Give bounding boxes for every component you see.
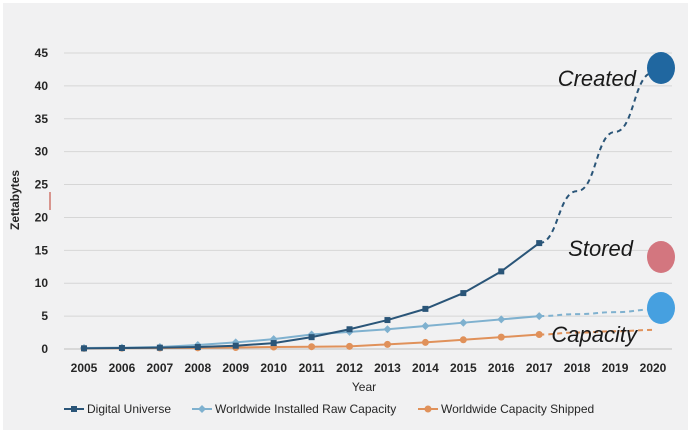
y-axis-label: Zettabytes — [8, 170, 22, 230]
data-point — [421, 321, 430, 330]
annotation-marker — [647, 241, 675, 273]
y-tick-label: 20 — [35, 210, 49, 224]
y-tick-label: 40 — [35, 79, 49, 93]
x-tick-label: 2015 — [450, 361, 477, 375]
x-tick-label: 2008 — [184, 361, 211, 375]
x-tick-label: 2018 — [564, 361, 591, 375]
annotation-marker — [647, 52, 675, 84]
x-tick-label: 2016 — [488, 361, 515, 375]
annotation-label: Created — [558, 66, 637, 91]
data-point — [536, 240, 543, 247]
data-point — [460, 290, 467, 297]
projection-line — [539, 308, 654, 318]
data-point — [383, 340, 391, 348]
data-point — [308, 343, 316, 351]
y-tick-label: 25 — [35, 178, 49, 192]
y-tick-label: 10 — [35, 276, 49, 290]
data-point — [498, 268, 505, 275]
data-point — [459, 318, 468, 327]
legend-label: Digital Universe — [87, 402, 171, 416]
data-point — [383, 325, 392, 334]
data-point — [497, 315, 506, 324]
data-point — [459, 336, 467, 344]
data-point — [422, 305, 429, 312]
data-point — [232, 342, 239, 349]
data-point — [535, 331, 543, 339]
x-tick-label: 2011 — [299, 361, 325, 375]
x-tick-label: 2019 — [602, 361, 629, 375]
data-point — [71, 406, 77, 412]
legend-label: Worldwide Capacity Shipped — [441, 402, 594, 416]
data-point — [270, 340, 277, 347]
data-point — [308, 334, 315, 341]
x-tick-label: 2005 — [71, 361, 98, 375]
y-axis-ticks: 0 5 10 15 20 25 30 35 40 45 — [35, 46, 49, 356]
y-tick-label: 5 — [41, 309, 48, 323]
y-tick-label: 15 — [35, 243, 49, 257]
x-tick-label: 2017 — [526, 361, 553, 375]
x-tick-label: 2020 — [640, 361, 667, 375]
chart-panel — [3, 3, 688, 430]
gridlines — [64, 52, 672, 350]
y-tick-label: 0 — [41, 342, 48, 356]
legend: Digital Universe Worldwide Installed Raw … — [64, 402, 594, 416]
x-tick-label: 2006 — [109, 361, 136, 375]
data-point — [535, 312, 544, 321]
data-point — [81, 345, 87, 352]
data-point — [384, 317, 391, 324]
data-point — [346, 342, 354, 350]
series-lines — [80, 240, 544, 353]
data-point — [421, 338, 429, 346]
annotation-label: Capacity — [551, 322, 639, 347]
annotation-marker — [647, 292, 675, 324]
x-tick-label: 2010 — [260, 361, 287, 375]
legend-label: Worldwide Installed Raw Capacity — [215, 402, 396, 416]
data-point — [346, 326, 353, 333]
data-point — [497, 333, 505, 341]
data-point — [156, 344, 163, 351]
projection-lines — [538, 71, 654, 336]
data-point — [198, 405, 206, 413]
annotations: Created Stored Capacity — [551, 52, 675, 347]
y-tick-label: 30 — [35, 145, 49, 159]
y-tick-label: 45 — [35, 46, 49, 60]
data-point — [118, 345, 125, 352]
y-tick-label: 35 — [35, 112, 49, 126]
x-axis-ticks: 2005 2006 2007 2008 2009 2010 2011 2012 2013 2014… — [71, 361, 667, 375]
x-tick-label: 2013 — [374, 361, 401, 375]
x-tick-label: 2007 — [147, 361, 174, 375]
annotation-label: Stored — [568, 236, 634, 261]
x-tick-label: 2012 — [336, 361, 363, 375]
data-point — [194, 344, 201, 351]
data-point — [424, 405, 432, 413]
projection-line — [539, 328, 654, 336]
x-tick-label: 2009 — [222, 361, 249, 375]
x-axis-label: Year — [352, 380, 376, 394]
x-tick-label: 2014 — [412, 361, 439, 375]
